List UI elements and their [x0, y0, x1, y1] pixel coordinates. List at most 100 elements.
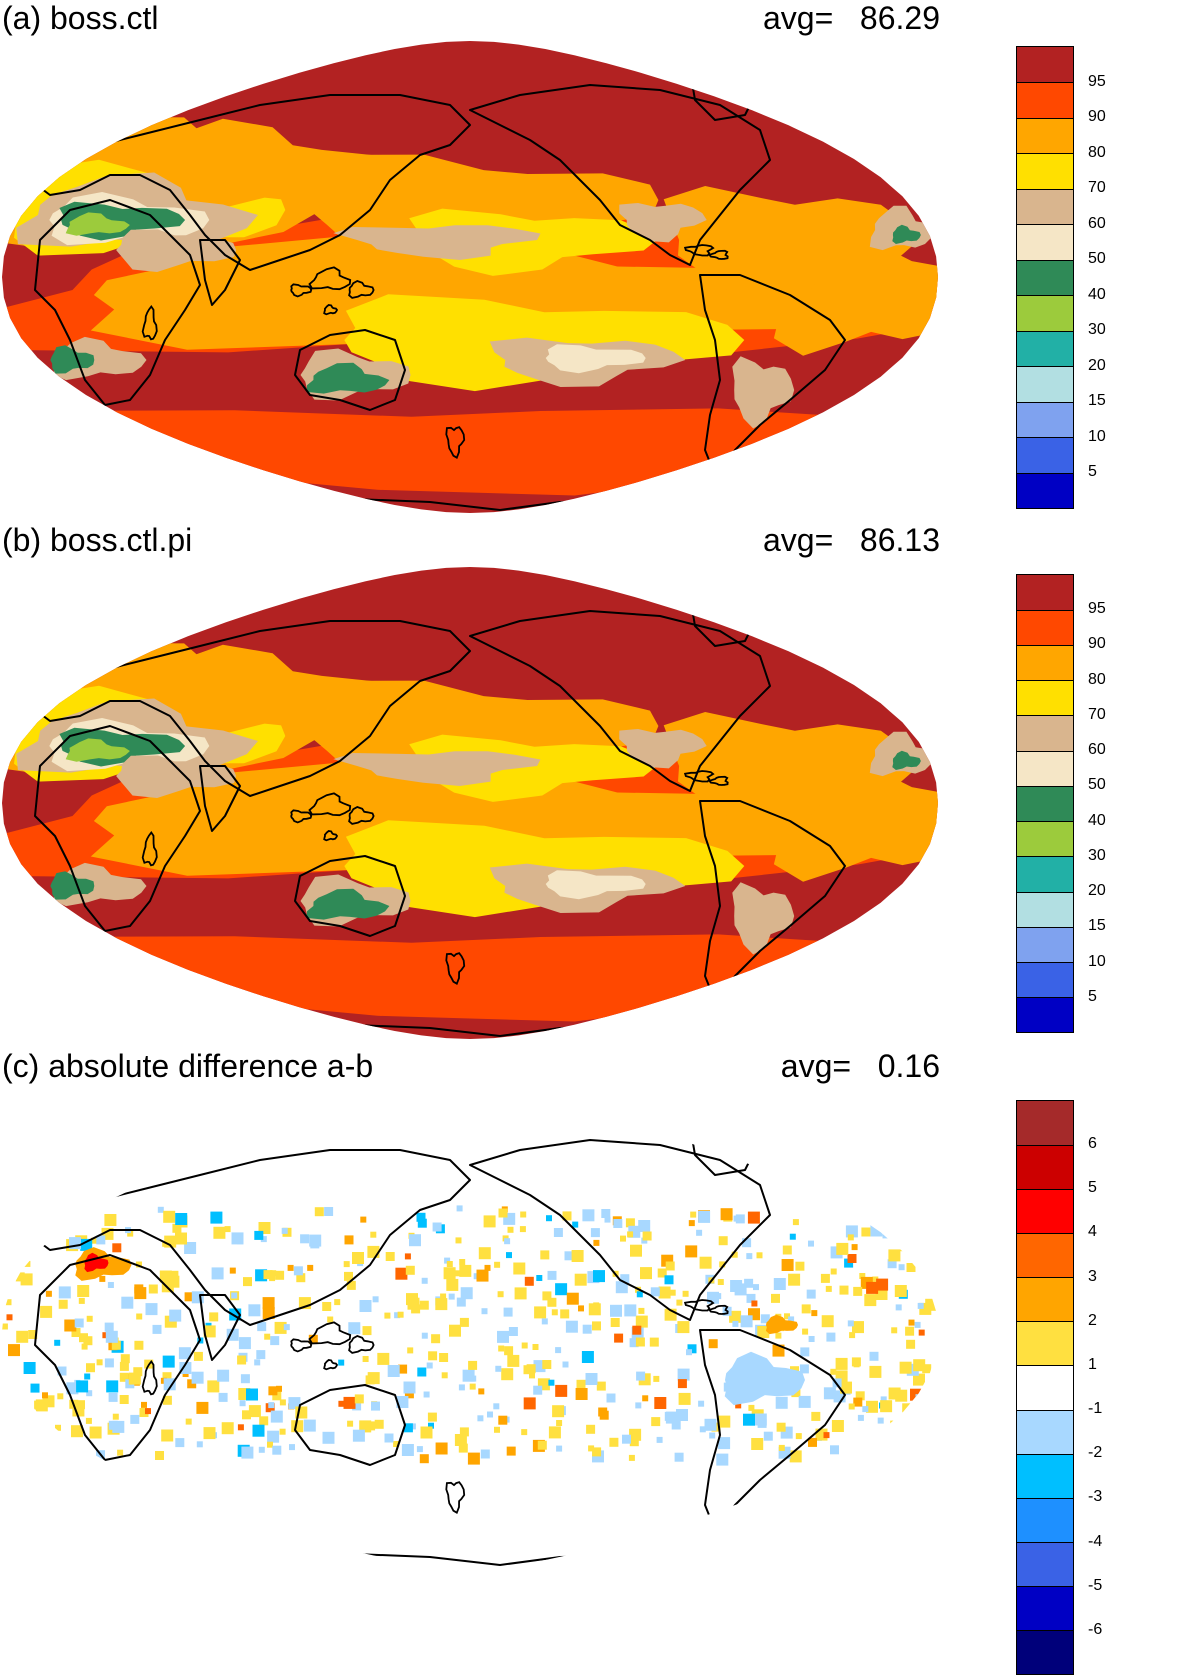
diff-cell [582, 1324, 592, 1334]
diff-cell [776, 1422, 786, 1432]
field-band [90, 759, 938, 876]
diff-cell [657, 1268, 667, 1278]
diff-cell [716, 1453, 729, 1466]
coastline [34, 725, 201, 932]
coastline [699, 274, 846, 476]
diff-cell [86, 1363, 95, 1373]
diff-cell [601, 1209, 611, 1218]
diff-cell [698, 1210, 711, 1223]
diff-cell [596, 1381, 606, 1391]
diff-cell [685, 1245, 698, 1258]
field-region [545, 870, 646, 900]
colorbar-tick-label: 80 [1088, 143, 1106, 161]
field-band [2, 934, 938, 1022]
diff-cell [85, 1417, 92, 1424]
diff-cell [624, 1304, 637, 1317]
colorbar-tick-label: 70 [1088, 705, 1106, 723]
diff-cell [203, 1427, 216, 1440]
diff-cell [229, 1267, 236, 1274]
diff-cell [506, 1252, 512, 1259]
diff-cell [690, 1211, 697, 1218]
diff-cell [630, 1244, 642, 1257]
panel-title: (b) boss.ctl.pi [2, 522, 193, 558]
diff-cell [653, 1375, 660, 1382]
colorbar-swatch [1016, 785, 1074, 823]
diff-cell [86, 1315, 93, 1322]
diff-cell [20, 1233, 27, 1240]
diff-cell [417, 1218, 427, 1228]
diff-cell [825, 1285, 832, 1292]
diff-cell [372, 1296, 379, 1303]
diff-cell [191, 1371, 204, 1384]
diff-cell [217, 1369, 230, 1382]
diff-cell [898, 1264, 905, 1271]
field-region [619, 729, 707, 769]
diff-cell [394, 1312, 401, 1319]
diff-cell [133, 1367, 143, 1377]
diff-cell [674, 1452, 684, 1462]
field-region [65, 738, 130, 762]
diff-cell [757, 1326, 770, 1338]
colorbar-tick-label: -2 [1088, 1444, 1103, 1462]
diff-cell [483, 1215, 496, 1228]
diff-cell [268, 1386, 278, 1396]
diff-cell [419, 1454, 429, 1464]
diff-cell [58, 1299, 68, 1309]
diff-cell [629, 1437, 639, 1447]
diff-cell [289, 1444, 295, 1451]
diff-cell [524, 1276, 534, 1286]
diff-cell [267, 1430, 280, 1443]
diff-cell [456, 1297, 466, 1307]
diff-cell [344, 1235, 354, 1245]
colorbar-tick-label: 50 [1088, 776, 1106, 794]
diff-cell [537, 1440, 547, 1450]
diff-cell [853, 1286, 863, 1296]
colorbar-tick-label: -1 [1088, 1400, 1103, 1418]
diff-cell [901, 1223, 911, 1233]
diff-cell [185, 1418, 192, 1425]
diff-cell [609, 1437, 619, 1447]
diff-cell [172, 1223, 182, 1233]
diff-cell [279, 1399, 286, 1406]
diff-cell [112, 1413, 119, 1420]
diff-cell [105, 1330, 118, 1343]
diff-cell [54, 1441, 64, 1451]
diff-cell [76, 1380, 89, 1393]
diff-cell [918, 1329, 925, 1336]
diff-cell [876, 1278, 889, 1291]
diff-cell [665, 1261, 675, 1271]
diff-cell [902, 1403, 912, 1413]
diff-cell [104, 1358, 114, 1368]
island-outline [445, 1481, 466, 1515]
diff-cell [895, 1389, 908, 1402]
diff-cell [734, 1283, 747, 1296]
diff-cell [928, 1232, 938, 1245]
diff-cell [196, 1401, 209, 1414]
island-outline [308, 266, 352, 291]
diff-cell [416, 1212, 426, 1222]
diff-cell [260, 1236, 267, 1243]
diff-cell [155, 1451, 164, 1460]
diff-cell [795, 1261, 805, 1271]
diff-cell [610, 1318, 620, 1327]
diff-cell [523, 1397, 536, 1410]
diff-cell [89, 1426, 102, 1439]
diff-cell [64, 1319, 77, 1332]
diff-cell [354, 1394, 364, 1404]
diff-cell [880, 1400, 893, 1413]
diff-cell [826, 1332, 836, 1342]
colorbar-tick-label: 4 [1088, 1223, 1097, 1241]
diff-cell [476, 1269, 489, 1282]
diff-cell [795, 1433, 802, 1440]
colorbar-tick-label: 6 [1088, 1135, 1097, 1153]
colorbar-swatch [1016, 1497, 1074, 1544]
coastline [294, 855, 406, 937]
diff-cell [890, 1420, 897, 1427]
diff-cell [24, 1415, 37, 1428]
diff-cell [547, 1270, 557, 1280]
diff-cell [396, 1396, 409, 1408]
diff-cell [839, 1285, 849, 1295]
island-outline [708, 249, 729, 260]
diff-cell [119, 1395, 129, 1404]
diff-cell [264, 1333, 271, 1340]
